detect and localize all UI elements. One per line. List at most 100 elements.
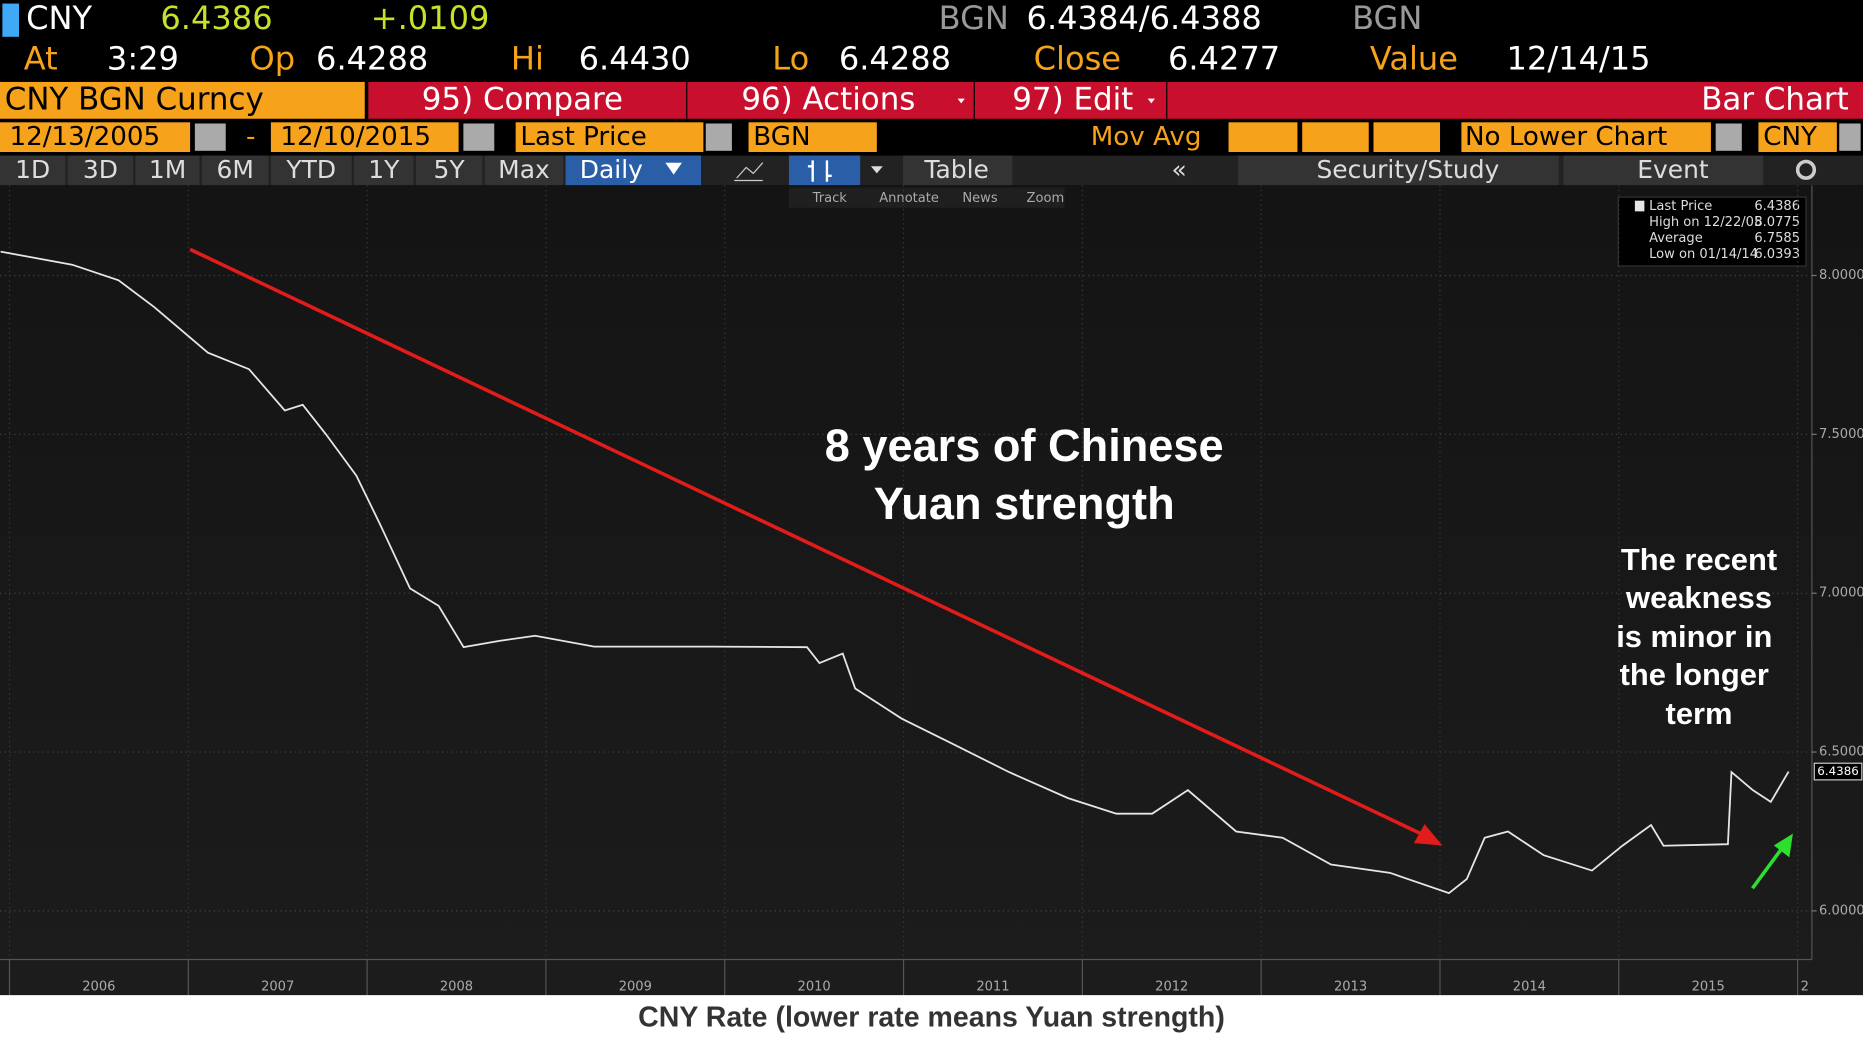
event-tab[interactable] [1563, 155, 1764, 186]
chart-tool[interactable]: Track [812, 191, 848, 206]
plot-area [0, 185, 1863, 996]
source-input[interactable] [748, 122, 877, 152]
y-tick-label: 7.5000 [1819, 427, 1863, 442]
at-label: At [24, 40, 58, 78]
low-label: Lo [772, 40, 809, 78]
chart-tools [788, 187, 1065, 208]
period-tab[interactable] [67, 155, 134, 186]
legend-label: High on 12/22/05 [1649, 215, 1762, 230]
annotation: 8 years of Chinese [825, 420, 1224, 471]
bid-ask: 6.4384/6.4388 [1027, 0, 1262, 37]
source: BGN [753, 122, 810, 152]
lower-chart: No Lower Chart [1465, 122, 1667, 152]
close-label: Close [1034, 40, 1121, 78]
trend-arrow [189, 247, 1427, 838]
change: +.0109 [371, 0, 490, 37]
y-tick-label: 8.0000 [1819, 268, 1863, 283]
period: 1D [15, 155, 50, 184]
bar-icon-tab[interactable] [788, 155, 861, 186]
open-value: 6.4288 [316, 40, 428, 78]
x-tick-label: 2011 [976, 979, 1009, 994]
back[interactable]: « [1172, 155, 1187, 184]
lower-chart-input[interactable] [1461, 122, 1711, 152]
settings-icon[interactable] [1795, 159, 1817, 180]
input[interactable] [1302, 122, 1369, 152]
dropdown-icon [870, 166, 883, 174]
event: Event [1637, 155, 1709, 184]
period: 6M [217, 155, 254, 184]
study-tab[interactable] [1238, 155, 1559, 186]
ask-source: BGN [1352, 0, 1422, 37]
dropdown[interactable] [705, 123, 732, 151]
period: YTD [285, 155, 336, 184]
field-input[interactable] [515, 122, 704, 152]
calendar-icon[interactable] [463, 123, 495, 151]
x-tick-label: 2007 [261, 979, 294, 994]
last-price-tag [1813, 762, 1863, 781]
dropdown-icon [957, 98, 965, 104]
at-value: 3:29 [107, 40, 179, 78]
annotation: the longer [1620, 657, 1769, 692]
field: Last Price [520, 122, 647, 152]
end-date-input[interactable] [270, 122, 459, 152]
caption-area [0, 995, 1863, 1045]
annotation: term [1666, 696, 1733, 731]
dropdown-icon [665, 162, 682, 175]
period-tab[interactable] [270, 155, 352, 186]
currency-input[interactable] [1758, 122, 1837, 152]
compare-button[interactable]: 95) Compare [422, 81, 623, 117]
ticker: CNY [26, 0, 92, 37]
period-tab[interactable] [415, 155, 483, 186]
bid-source: BGN [939, 0, 1009, 37]
period-tab[interactable] [0, 155, 66, 186]
annotation: The recent [1621, 542, 1777, 577]
period: 1M [149, 155, 186, 184]
open-label: Op [250, 40, 296, 78]
x-tick-label: 2015 [1692, 979, 1725, 994]
low-value: 6.4288 [839, 40, 951, 78]
chart-tool[interactable]: Annotate [879, 191, 939, 206]
legend-value: 6.4386 [1754, 199, 1800, 214]
mov-avg[interactable]: Mov Avg [1091, 122, 1202, 152]
annotation: weakness [1625, 580, 1772, 615]
period-tab[interactable] [484, 155, 564, 186]
table-tab[interactable] [902, 155, 1013, 186]
close-value: 6.4277 [1168, 40, 1280, 78]
input[interactable] [1373, 122, 1441, 152]
period-tab[interactable] [135, 155, 200, 186]
value-label: Value [1370, 40, 1458, 78]
period-tab[interactable] [201, 155, 269, 186]
legend-value: 8.0775 [1754, 215, 1800, 230]
arrow-head [1413, 824, 1443, 846]
calendar-icon[interactable] [194, 123, 226, 151]
period-tab[interactable] [354, 155, 414, 186]
dropdown-icon [1147, 98, 1155, 104]
menu-bar [368, 81, 1863, 119]
bar-icon [807, 160, 832, 182]
study: Security/Study [1316, 155, 1499, 184]
actions-button[interactable]: 96) Actions [741, 81, 915, 117]
start-date-input[interactable] [0, 122, 191, 152]
annotation: Yuan strength [874, 478, 1175, 529]
security: CNY BGN Curncy [5, 81, 264, 117]
dropdown[interactable] [1839, 123, 1861, 151]
high-value: 6.4430 [579, 40, 691, 78]
input[interactable] [1228, 122, 1298, 152]
security-box[interactable] [0, 81, 365, 119]
line-chart-icon[interactable] [734, 162, 764, 182]
period: 5Y [434, 155, 466, 184]
chart-tool[interactable]: News [962, 191, 997, 206]
ticker-marker [2, 3, 20, 37]
x-tick-label: 2012 [1155, 979, 1188, 994]
frequency-tab[interactable] [565, 155, 702, 186]
period: Max [498, 155, 550, 184]
period: 1Y [368, 155, 400, 184]
period: 3D [83, 155, 118, 184]
x-tick-label: 2 [1801, 979, 1809, 994]
dropdown[interactable] [1715, 123, 1742, 151]
chart-tool[interactable]: Zoom [1027, 191, 1065, 206]
x-tick-label: 2008 [440, 979, 473, 994]
edit-button[interactable]: 97) Edit [1012, 81, 1133, 117]
last-price-label: 6.4386 [1817, 764, 1859, 778]
